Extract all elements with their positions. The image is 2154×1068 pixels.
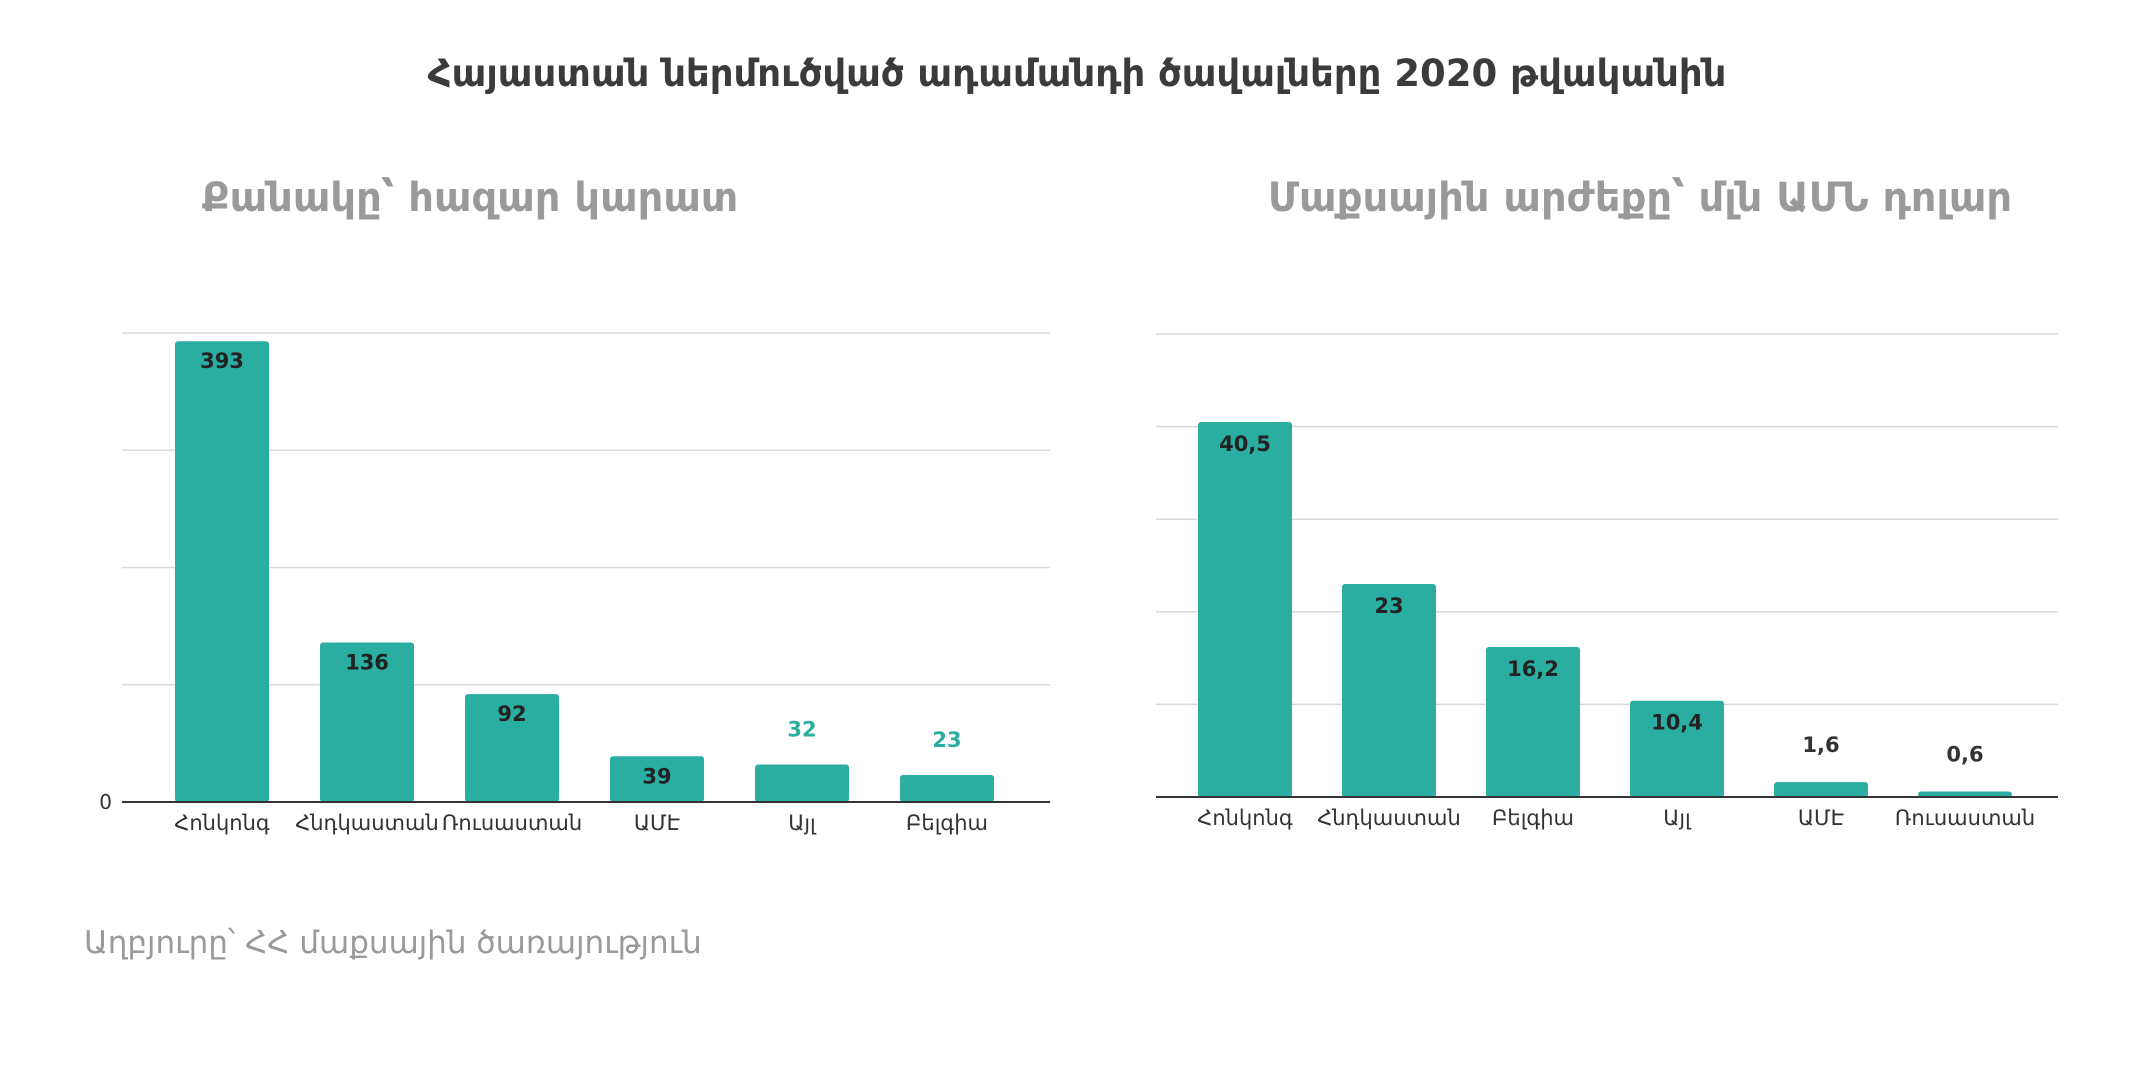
quantity-chart-title: Քանակը՝ հազար կարատ [201, 175, 739, 221]
quantity-value-label: 393 [200, 349, 244, 373]
value-value-label: 10,4 [1651, 711, 1703, 735]
value-value-label: 23 [1374, 594, 1403, 618]
value-bar [1342, 584, 1436, 797]
quantity-bar [465, 694, 559, 802]
value-value-label: 16,2 [1507, 657, 1559, 681]
value-bar [1774, 782, 1868, 797]
value-category-label: Բելգիա [1492, 806, 1574, 830]
quantity-bar [610, 756, 704, 802]
value-category-label: Հնդկաստան [1317, 806, 1461, 830]
value-bar [1918, 791, 2012, 797]
value-bar [1630, 700, 1724, 797]
value-bar-chart: 40,5 Հոնկոնգ 23 Հնդկաստան 16,2 Բելգիա 10,4 Այլ 1… [1156, 333, 2058, 830]
quantity-category-label: Ռուսաստան [442, 811, 582, 835]
quantity-value-label: 23 [932, 728, 961, 752]
source-note: Աղբյուրը՝ ՀՀ մաքսային ծառայություն [84, 925, 702, 961]
quantity-category-label: ԱՄԷ [634, 811, 680, 835]
quantity-bar [755, 764, 849, 802]
value-bar [1198, 421, 1292, 797]
quantity-category-label: Այլ [788, 811, 817, 835]
value-category-label: Ռուսաստան [1895, 806, 2035, 830]
quantity-bar [900, 775, 994, 802]
quantity-bar [320, 642, 414, 802]
quantity-value-label: 92 [497, 702, 526, 726]
quantity-bar [175, 341, 269, 802]
chart-main-title: Հայաստան ներմուծված ադամանդի ծավալները 2… [427, 52, 1727, 95]
value-value-label: 1,6 [1802, 733, 1839, 757]
value-bar [1486, 646, 1580, 797]
quantity-category-label: Հոնկոնգ [174, 811, 270, 835]
value-value-label: 0,6 [1946, 742, 1983, 766]
quantity-value-label: 136 [345, 651, 389, 675]
quantity-value-label: 39 [642, 764, 671, 788]
value-category-label: ԱՄԷ [1798, 806, 1844, 830]
value-category-label: Հոնկոնգ [1197, 806, 1293, 830]
value-chart-title: Մաքսային արժեքը՝ մլն ԱՄՆ դոլար [1267, 175, 2013, 221]
quantity-y-tick-label: 0 [99, 790, 112, 814]
quantity-bar-chart: 0 393 Հոնկոնգ 136 Հնդկաստան 92 Ռուսաստան 39 ԱՄԷ 3… [99, 332, 1050, 835]
quantity-category-label: Հնդկաստան [295, 811, 439, 835]
value-value-label: 40,5 [1219, 432, 1271, 456]
quantity-category-label: Բելգիա [906, 811, 988, 835]
quantity-value-label: 32 [787, 717, 816, 741]
value-category-label: Այլ [1663, 806, 1692, 830]
